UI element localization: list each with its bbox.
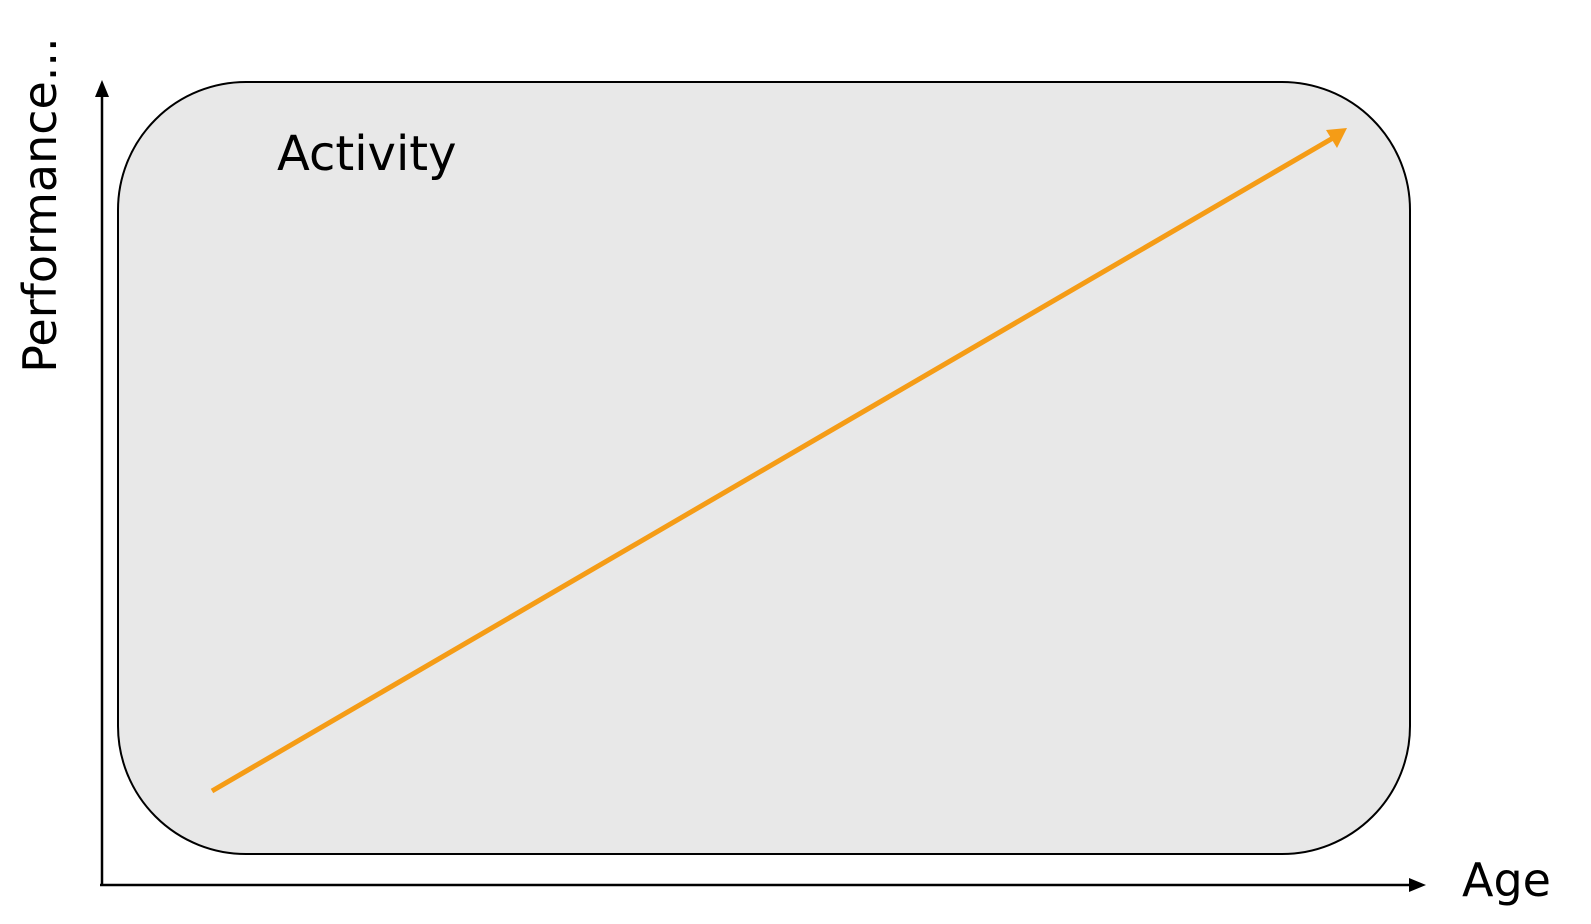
y-axis-label: Performance... — [13, 37, 67, 373]
activity-label: Activity — [277, 126, 457, 182]
trend-line — [210, 135, 1335, 794]
y-axis-arrowhead — [95, 80, 109, 97]
trend-arrowhead — [1326, 128, 1347, 148]
x-axis-label: Age — [1462, 853, 1551, 907]
x-axis-arrowhead — [1409, 878, 1426, 892]
